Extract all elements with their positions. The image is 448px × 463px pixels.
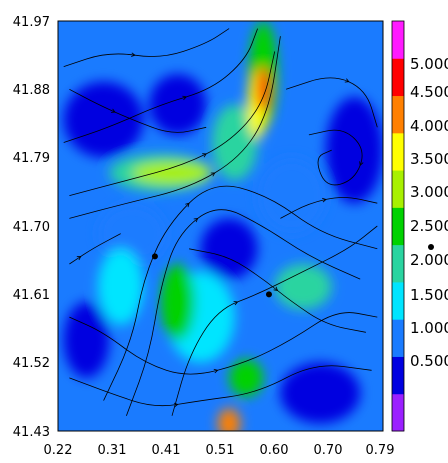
streamline-arrow <box>76 255 82 261</box>
streamline-arrow <box>193 217 199 223</box>
y-tick-label: 41.52 <box>13 356 50 371</box>
streamline-arrow <box>202 153 207 158</box>
colorbar-marker <box>428 244 434 250</box>
field-region <box>325 96 383 204</box>
field-region <box>217 408 241 431</box>
streamline-arrow <box>182 95 188 101</box>
streamline-arrow <box>213 368 219 374</box>
y-axis: 41.97 41.88 41.79 41.70 41.61 41.52 41.4… <box>13 15 50 440</box>
field-region <box>132 161 212 185</box>
streamline-arrow <box>210 172 216 177</box>
streamline <box>285 77 378 128</box>
x-tick-label: 0.60 <box>260 443 289 458</box>
colorbar-swatch <box>392 170 404 208</box>
colorbar-label: 4.000 <box>410 117 448 135</box>
colorbar-label: 3.500 <box>410 150 448 168</box>
field-region <box>160 263 195 340</box>
x-tick-label: 0.79 <box>366 443 395 458</box>
colorbar-label: 3.000 <box>410 183 448 201</box>
x-tick-label: 0.22 <box>44 443 73 458</box>
streamline-arrow <box>359 161 364 167</box>
colorbar-swatch <box>392 95 404 134</box>
colorbar-swatch <box>392 393 404 432</box>
field-region <box>97 203 167 264</box>
field-region <box>229 358 264 397</box>
colorbar-label: 4.500 <box>410 83 448 101</box>
field-region <box>257 157 326 234</box>
streamline <box>103 185 378 401</box>
colorbar-swatches <box>392 21 404 432</box>
streamline-arrow <box>173 402 179 408</box>
streamline-layer <box>63 28 378 416</box>
point-layer <box>151 253 272 298</box>
streamline <box>63 28 258 143</box>
colorbar: 5.000 4.500 4.000 3.500 3.000 2.500 2.00… <box>391 20 448 432</box>
colorbar-label: 1.500 <box>410 286 448 304</box>
field-region <box>149 74 207 135</box>
field-region <box>63 301 110 378</box>
streamline <box>69 36 281 219</box>
colorbar-swatch <box>392 319 404 357</box>
y-tick-label: 41.70 <box>13 220 50 235</box>
streamline <box>189 248 366 333</box>
colorbar-swatch <box>392 21 404 59</box>
colorbar-label: 2.500 <box>410 217 448 235</box>
streamline <box>126 209 361 416</box>
field-region <box>97 248 144 325</box>
colorbar-swatch <box>392 281 404 320</box>
field-region <box>280 362 361 424</box>
x-axis: 0.22 0.31 0.41 0.51 0.60 0.70 0.79 <box>44 443 395 458</box>
streamline <box>69 51 276 196</box>
data-point <box>151 253 158 260</box>
field-region <box>200 218 258 280</box>
streamline-arrow <box>110 108 116 113</box>
colorbar-swatch <box>392 132 404 171</box>
field-region <box>256 66 271 113</box>
y-tick-label: 41.97 <box>13 15 50 30</box>
colorbar-swatch <box>392 244 404 283</box>
colorbar-label: 2.000 <box>410 251 448 269</box>
streamline-arrow <box>273 286 279 292</box>
streamline <box>69 312 378 375</box>
colorbar-swatch <box>392 58 404 97</box>
y-tick-label: 41.61 <box>13 288 50 303</box>
data-point <box>265 291 272 298</box>
colorbar-label: 5.000 <box>410 55 448 73</box>
streamline <box>280 197 378 219</box>
field-layer <box>63 21 383 431</box>
colorbar-swatch <box>392 207 404 246</box>
x-tick-label: 0.41 <box>152 443 181 458</box>
streamline-arrow <box>344 78 350 83</box>
x-tick-label: 0.31 <box>98 443 127 458</box>
y-tick-label: 41.79 <box>13 151 50 166</box>
colorbar-frame <box>391 20 405 432</box>
y-tick-label: 41.43 <box>13 425 50 440</box>
x-tick-label: 0.51 <box>206 443 235 458</box>
field-region <box>63 81 144 158</box>
plot-frame <box>57 20 384 432</box>
colorbar-swatch <box>392 356 404 395</box>
streamline-arrow <box>131 52 136 57</box>
colorbar-label: 0.500 <box>410 352 448 370</box>
streamline-arrow <box>321 197 327 203</box>
colorbar-label: 1.000 <box>410 319 448 337</box>
streamline-arrow <box>185 202 190 208</box>
plot-area <box>58 21 383 431</box>
field-region <box>274 263 332 310</box>
y-tick-label: 41.88 <box>13 83 50 98</box>
x-tick-label: 0.70 <box>314 443 343 458</box>
streamline-arrow <box>233 301 239 306</box>
